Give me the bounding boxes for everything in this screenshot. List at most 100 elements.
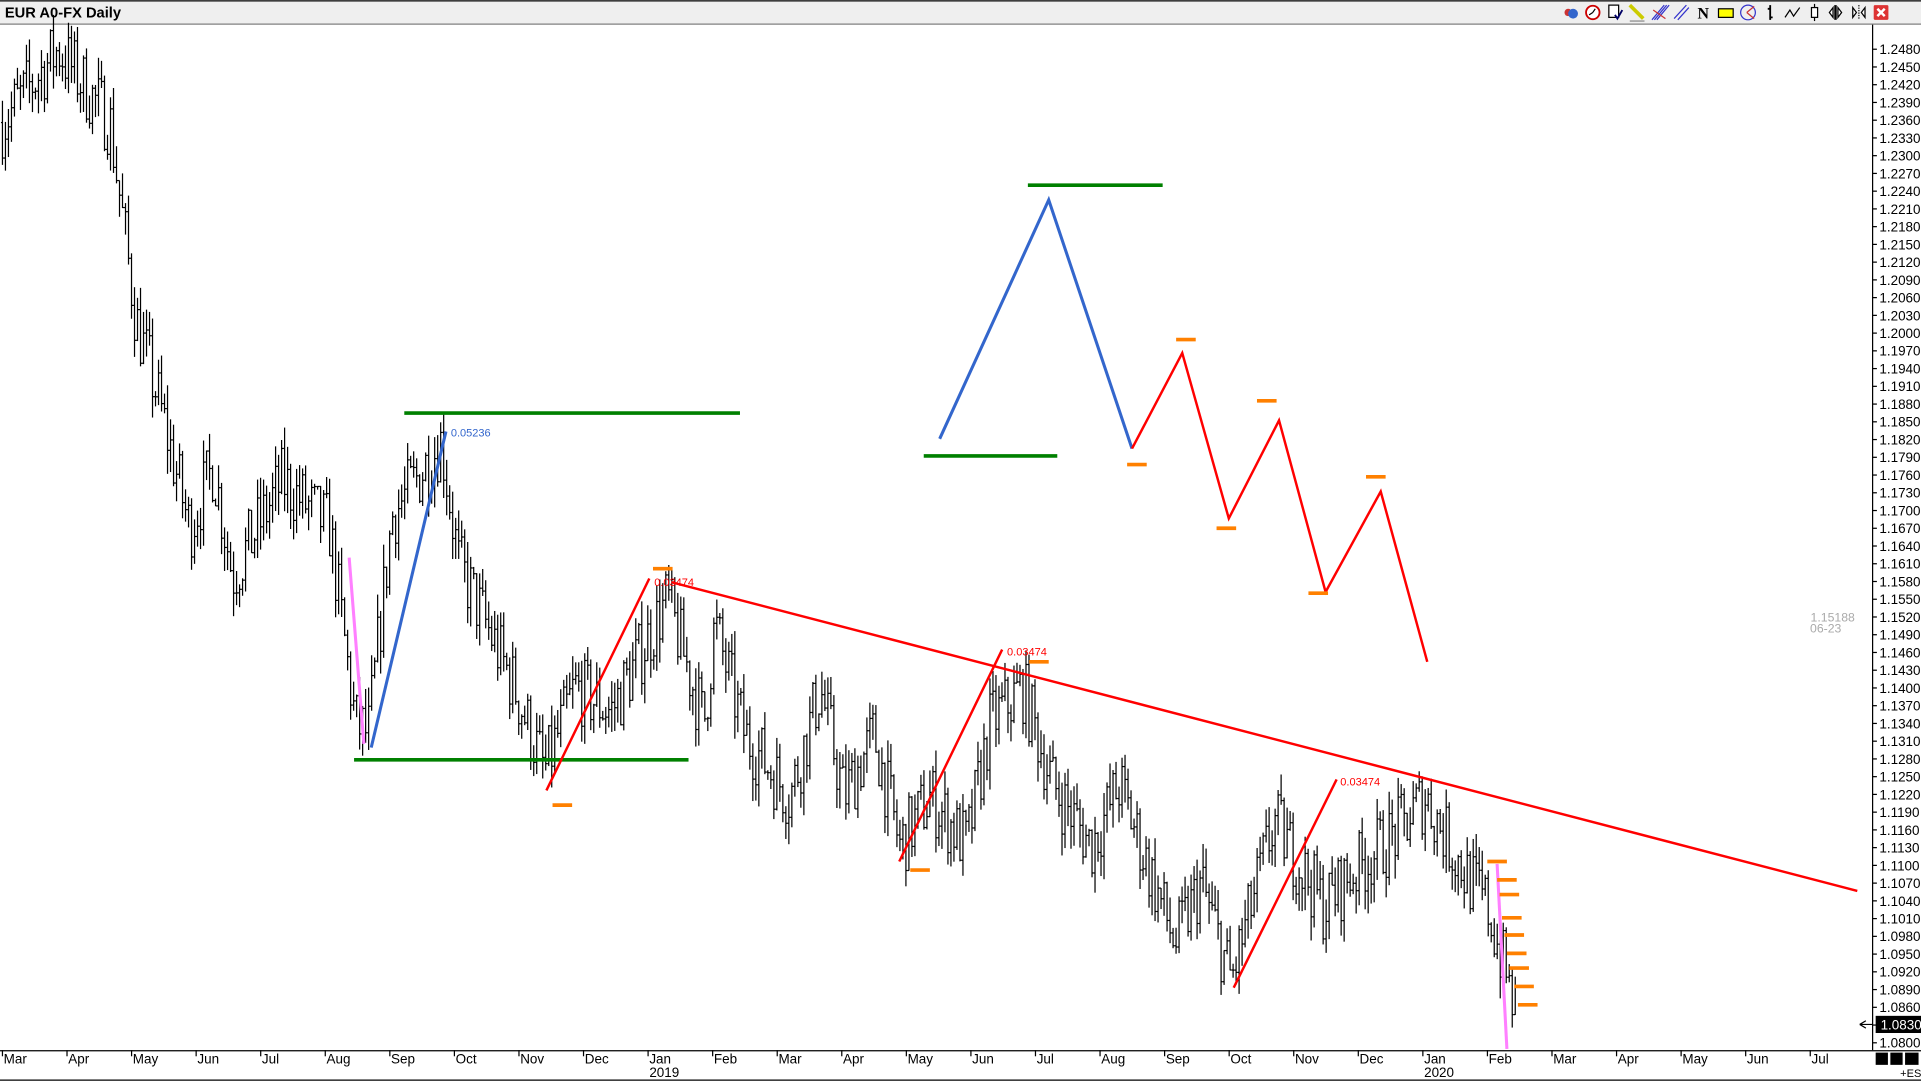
swing-line[interactable] [1232, 778, 1338, 989]
objects-icon[interactable] [1564, 8, 1578, 19]
price-bar [1069, 790, 1073, 849]
price-bar [238, 584, 242, 608]
price-bar [1249, 880, 1253, 929]
circle-angle-icon[interactable] [1740, 4, 1756, 21]
price-tick-label: 1.2360 [1879, 113, 1920, 128]
price-bar [217, 465, 221, 511]
price-bar [841, 754, 845, 769]
price-bar [1141, 855, 1145, 880]
pencil-icon[interactable] [1628, 3, 1645, 22]
price-bar [745, 709, 749, 736]
swing-line[interactable] [545, 577, 651, 791]
price-bar [109, 97, 112, 171]
price-bar [472, 566, 476, 580]
scale-square-3[interactable] [1905, 1052, 1919, 1065]
price-bar [1405, 812, 1409, 842]
price-bar [1267, 807, 1271, 863]
trend-line[interactable] [671, 580, 1858, 893]
price-bar [733, 631, 737, 739]
price-bar [949, 819, 953, 867]
price-bar [919, 774, 923, 800]
price-bar [268, 492, 272, 539]
projection-line[interactable] [347, 557, 366, 744]
scale-square-2[interactable] [1890, 1052, 1903, 1065]
price-bar [1441, 813, 1445, 869]
month-label: Sep [391, 1052, 415, 1067]
clock-icon[interactable] [1585, 4, 1601, 21]
price-bar [964, 809, 968, 836]
swing-line[interactable] [898, 649, 1004, 863]
price-bar [298, 465, 302, 516]
price-bar [592, 703, 596, 734]
price-bar [121, 173, 124, 209]
month-label: Jun [197, 1052, 219, 1067]
price-tick-label: 1.1190 [1879, 805, 1919, 820]
price-bar [796, 756, 800, 788]
projected-zigzag-line[interactable] [1130, 349, 1429, 663]
parallel-lines-icon[interactable] [1673, 4, 1690, 21]
price-bar [973, 769, 977, 832]
price-bar [856, 755, 860, 819]
price-bar [781, 784, 785, 823]
price-bar [817, 713, 821, 732]
price-bar [1309, 869, 1313, 941]
price-bar [565, 674, 569, 709]
price-bar [1471, 838, 1475, 912]
rectangle-icon[interactable] [1717, 8, 1734, 18]
price-bar [979, 749, 983, 810]
month-label: Aug [1101, 1052, 1125, 1067]
bar-chart-icon[interactable] [1767, 5, 1773, 20]
price-bar [283, 427, 287, 512]
price-bar [55, 46, 58, 77]
price-bar [325, 477, 329, 499]
price-bar [544, 734, 548, 771]
fibonacci-fan-icon[interactable] [1651, 4, 1670, 21]
projected-swing-line[interactable] [938, 195, 1134, 450]
price-bar [586, 646, 590, 680]
price-bar [277, 454, 281, 515]
price-bar [181, 450, 185, 519]
month-label: Nov [520, 1052, 544, 1067]
scroll-left-icon[interactable] [1828, 5, 1843, 20]
price-bar [1327, 872, 1331, 940]
price-bar [1243, 899, 1247, 948]
price-bar [940, 801, 944, 849]
price-bar [1135, 801, 1139, 848]
candlestick-icon[interactable] [1810, 3, 1819, 22]
price-tick-label: 1.2150 [1879, 237, 1920, 252]
price-bar [814, 674, 818, 736]
price-bar [1360, 817, 1364, 875]
price-bar [1294, 876, 1298, 905]
month-label: Jul [262, 1052, 279, 1067]
close-icon[interactable] [1873, 5, 1889, 20]
month-label: May [133, 1052, 159, 1067]
projection-line[interactable] [1495, 863, 1509, 1050]
price-bar [1210, 881, 1214, 911]
line-chart-icon[interactable] [1784, 7, 1801, 18]
time-axis[interactable]: Mar Apr May Jun Jul Aug Sep Oct Nov Dec Jan Feb Mar A… [1, 1050, 1829, 1080]
price-bar [418, 474, 422, 504]
price-bar [763, 712, 767, 775]
swing-ratio-label: 0.03474 [654, 577, 694, 589]
price-bar [271, 472, 275, 523]
price-bar [1357, 830, 1361, 906]
price-tick-label: 1.1940 [1879, 361, 1920, 376]
month-label: Jan [649, 1052, 671, 1067]
price-bar [1489, 922, 1493, 943]
price-bar [1369, 857, 1373, 904]
price-bar [712, 617, 716, 695]
scale-square-1[interactable] [1875, 1052, 1888, 1065]
price-bar [1312, 850, 1316, 928]
price-bar [787, 794, 791, 845]
checklist-icon[interactable] [1608, 4, 1624, 21]
price-bar [562, 679, 566, 707]
text-n-icon[interactable]: N [1698, 6, 1710, 23]
price-bar [1387, 791, 1391, 886]
swing-line[interactable] [369, 431, 448, 748]
price-bar [793, 758, 797, 797]
price-tick-label: 1.1700 [1879, 503, 1920, 518]
price-bar [223, 527, 227, 571]
price-bar [826, 677, 830, 726]
price-bar [382, 544, 386, 658]
price-axis[interactable]: 1.2480 1.2450 1.2420 1.2390 1.2360 1.2330 1.23… [1871, 42, 1921, 1051]
